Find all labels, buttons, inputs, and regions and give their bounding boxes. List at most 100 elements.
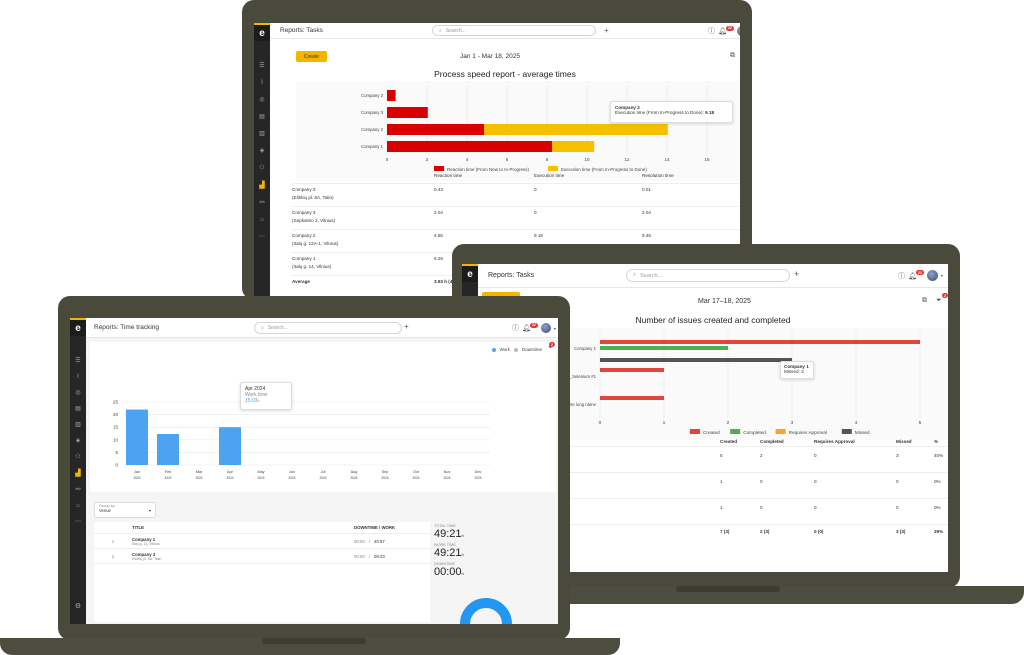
menu-icon[interactable]: ☰ [259,63,265,69]
total-time-label: TOTAL TIME [434,524,456,528]
analytics-icon[interactable]: ⌇ [260,80,264,86]
analytics-icon[interactable]: ⌇ [76,374,80,380]
filter-icon[interactable]: ⏷ [548,345,553,351]
help-icon[interactable]: ⓘ [512,325,519,332]
clipboard-icon[interactable]: ▤ [75,406,81,412]
search-input[interactable]: ⌕ Search... [626,269,790,282]
bell-icon[interactable]: 🔔︎ [718,28,727,35]
add-button[interactable]: + [404,322,409,331]
help-icon[interactable]: ⓘ [708,28,715,35]
x-tick-year: 2024 [133,476,140,480]
table-header: Reaction time [434,173,463,178]
table-row[interactable]: 5 2 0 3 40% [478,446,948,472]
row-execution: 0 [534,187,537,192]
location-icon[interactable]: ◎ [259,97,265,103]
row-resolution: 2.04 [642,210,651,215]
row-company: Company 2 [292,233,316,238]
chart-tooltip: Company 1 Missed: 3 [780,361,814,379]
home-icon[interactable]: ⌂ [260,217,264,223]
org-icon[interactable]: ⚯ [75,487,81,493]
search-input[interactable]: ⌕ Search... [254,322,402,334]
book-icon[interactable]: ▥ [75,422,81,428]
time-tracking-chart: 0 5 10 15 20 25 Jan 2024 Feb 2024 Mar 2024 Apr 2024 Ma… [113,400,490,480]
search-icon: ⌕ [439,27,442,34]
chevron-down-icon[interactable]: ▾ [940,273,943,278]
copy-icon[interactable]: ⧉ [922,297,927,304]
group-by-select[interactable]: Group by Venue ▾ [94,502,156,518]
location-icon[interactable]: ◎ [75,390,81,396]
nav-rail: e ☰ ⌇ ◎ ▤ ▥ ◈ ⚇ ▟ ⚯ ⌂ ⋯ ⚙ [70,318,86,624]
avatar[interactable] [540,323,551,333]
chart-tooltip: Apr 2024 Work time 15:03h [240,382,292,410]
create-button[interactable] [482,292,520,297]
table-row[interactable]: Company 3 (Sepkalnio 2, Vilnius) 2.04 0 2.04 [292,206,740,229]
x-tick-label: 14 [664,157,670,162]
top-bar: Reports: Tasks ⌕ Search... + ⓘ 🔔︎ 22 ▾ [270,23,740,39]
row-reaction: 2.04 [434,210,443,215]
list-item[interactable]: 1 Company 1 Italų g. 14, Vilnius 00:00/40:5… [94,534,430,549]
create-button[interactable]: Create [296,51,327,62]
settings-icon[interactable]: ⚙ [74,603,82,610]
book-icon[interactable]: ▥ [259,131,265,137]
chevron-down-icon[interactable]: ▾ [553,325,556,331]
help-icon[interactable]: ⓘ [898,272,905,280]
x-tick-label: Dec [475,470,482,474]
copy-icon[interactable]: ⧉ [730,52,735,59]
x-tick-label: 0 [386,157,389,162]
clipboard-icon[interactable]: ▤ [259,114,265,120]
table-row[interactable]: Company 3 (Eštikių pl. 6A, Talin) 0.43 0 0.0… [292,183,740,206]
box-icon[interactable]: ◈ [259,148,265,154]
add-button[interactable]: + [604,26,609,35]
legend-work[interactable]: Work [499,347,510,352]
home-icon[interactable]: ⌂ [76,503,80,509]
route-icon[interactable]: ⚇ [75,454,81,460]
y-tick-label: 25 [113,400,119,405]
date-range[interactable]: Jan 1 - Mar 18, 2025 [460,53,520,60]
box-icon[interactable]: ◈ [75,438,81,444]
x-tick-label: 0 [599,420,602,426]
org-icon[interactable]: ⚯ [259,200,265,206]
work-time-value: 49:21 [434,547,462,559]
avatar[interactable] [736,26,740,36]
avatar[interactable] [926,270,938,281]
bell-icon[interactable]: 🔔︎ [908,272,917,280]
table-row[interactable]: 1 0 0 0 0% [478,472,948,498]
tooltip-title: Apr 2024 [245,386,266,392]
search-input[interactable]: ⌕ Search... [432,25,596,36]
more-icon[interactable]: ⋯ [259,234,265,240]
row-approval: 0 [814,453,817,458]
bell-icon[interactable]: 🔔︎ [522,325,531,332]
total-completed: 2 (3) [760,529,770,534]
filter-icon[interactable]: ⏷ [936,297,942,304]
y-tick-label: 10 [113,437,119,442]
reports-icon[interactable]: ▟ [75,470,81,477]
menu-icon[interactable]: ☰ [75,358,81,364]
tooltip-label: Execution time (From In-Progress to Done… [615,110,704,115]
route-icon[interactable]: ⚇ [259,165,265,171]
reports-icon[interactable]: ▟ [259,182,265,189]
row-separator-icon: / [368,553,370,559]
date-range[interactable]: Mar 17–18, 2025 [698,298,751,305]
legend-label: Missed [855,430,870,435]
x-tick-label: 4 [855,420,858,426]
table-row[interactable]: Company 2 (Italų g. 12A-1, Vilnius) 4.86 9.… [292,229,740,252]
app-logo[interactable]: e [70,318,86,336]
total-time-value: 49:21 [434,528,462,540]
app-logo[interactable]: e [462,264,478,282]
y-tick-label: Company 1 [574,346,597,351]
row-address: (Eštikių pl. 6A, Talin) [292,195,334,200]
x-tick-label: 12 [624,157,630,162]
table-header: Missed [896,438,912,444]
legend-downtime[interactable]: Downtime [521,347,542,352]
table-header-row: Reaction time Execution time Resolution … [292,173,740,183]
group-by-value: Venue [99,508,111,513]
row-completed: 0 [760,479,763,484]
x-tick-label: 2 [426,157,429,162]
table-header: Created [720,438,738,444]
more-icon[interactable]: ⋯ [75,519,81,525]
list-item[interactable]: 2 Company 3 Eštikių pl. 6A, Talin 00:00/09:… [94,549,430,564]
add-button[interactable]: + [794,269,800,279]
x-tick-year: 2024 [195,476,202,480]
app-logo[interactable]: e [254,23,270,41]
